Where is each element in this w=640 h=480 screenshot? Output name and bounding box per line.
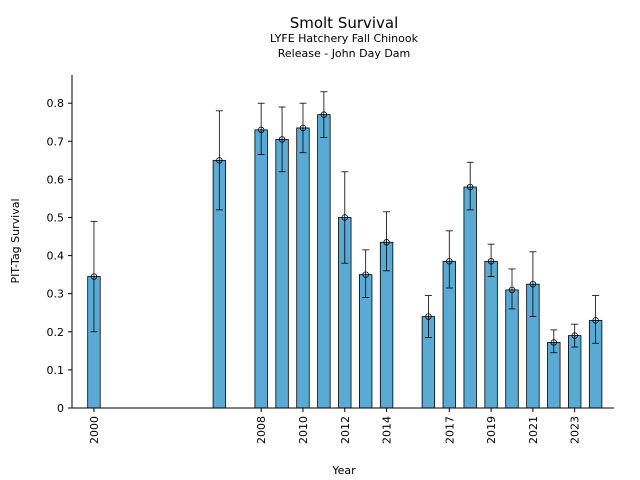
point-marker: [320, 111, 328, 118]
point-marker: [216, 157, 223, 164]
y-tick-label: 0.6: [47, 173, 65, 186]
y-tick-label: 0.7: [47, 135, 65, 148]
chart-subtitle: Release - John Day Dam: [278, 47, 411, 60]
point-marker: [278, 136, 286, 143]
point-marker: [90, 273, 98, 280]
point-marker: [446, 258, 453, 265]
point-marker: [299, 124, 307, 132]
point-marker: [425, 313, 432, 320]
point-marker: [592, 317, 599, 324]
x-tick-label: 2008: [255, 416, 268, 444]
point-marker: [362, 271, 369, 278]
x-tick-label: 2023: [569, 416, 582, 444]
x-tick-label: 2010: [297, 416, 310, 444]
x-tick-label: 2012: [339, 416, 352, 444]
y-tick-label: 0.1: [47, 364, 65, 377]
y-tick-label: 0.2: [47, 326, 65, 339]
chart-subtitle: LYFE Hatchery Fall Chinook: [270, 32, 419, 45]
x-tick-label: 2019: [485, 416, 498, 444]
y-tick-label: 0.8: [47, 97, 65, 110]
point-marker: [257, 126, 265, 134]
point-marker: [487, 258, 495, 265]
x-tick-label: 2014: [381, 416, 394, 444]
point-marker: [341, 214, 348, 221]
point-marker: [466, 183, 474, 191]
x-tick-label: 2000: [88, 416, 101, 444]
y-tick-label: 0.3: [47, 288, 65, 301]
bar: [254, 129, 268, 409]
bar: [463, 186, 477, 409]
x-tick-label: 2021: [527, 416, 540, 444]
x-axis-label: Year: [331, 464, 356, 477]
bar: [296, 127, 310, 409]
point-marker: [550, 339, 558, 346]
y-tick-label: 0.5: [47, 211, 65, 224]
bar: [317, 114, 331, 409]
chart-title: Smolt Survival: [290, 14, 399, 32]
point-marker: [508, 286, 516, 294]
point-marker: [529, 280, 537, 288]
y-tick-label: 0: [57, 402, 64, 415]
bar: [275, 138, 289, 409]
y-axis-label: PIT-Tag Survival: [9, 198, 22, 283]
y-tick-label: 0.4: [47, 250, 65, 263]
point-marker: [571, 332, 578, 339]
x-tick-label: 2017: [443, 416, 456, 444]
point-marker: [383, 239, 390, 246]
bar: [484, 260, 498, 409]
